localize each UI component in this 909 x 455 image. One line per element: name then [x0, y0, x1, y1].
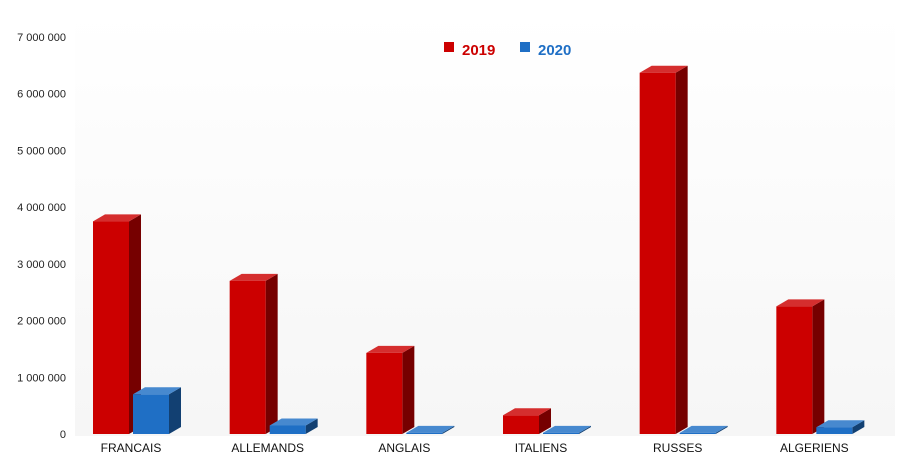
y-tick-label: 7 000 000 [17, 32, 66, 44]
legend-item: 2020 [520, 42, 571, 59]
bar-top [133, 387, 181, 395]
bar-side [305, 418, 318, 434]
bar [366, 345, 415, 434]
bar-side [169, 387, 181, 434]
bar-side [402, 345, 415, 434]
bar-front [93, 221, 129, 434]
y-tick-label: 2 000 000 [17, 316, 66, 328]
bar-side [715, 425, 728, 434]
bar-front [269, 425, 306, 434]
bar [816, 420, 865, 434]
bar [776, 299, 825, 434]
bar-side [129, 214, 141, 434]
legend-label: 2020 [538, 42, 571, 59]
bar-side [812, 299, 825, 434]
x-tick-label: RUSSES [653, 441, 702, 455]
bar-front [503, 415, 539, 434]
bar-front [776, 306, 813, 434]
bar-front [133, 394, 169, 434]
bar-front [229, 280, 266, 434]
bar-front [639, 72, 676, 434]
bar-group [93, 214, 181, 434]
y-tick-label: 4 000 000 [17, 202, 66, 214]
bar-group [639, 65, 728, 434]
bar-top [503, 408, 551, 416]
bar-group [503, 408, 591, 434]
legend-item: 2019 [444, 42, 495, 59]
bar-side [442, 425, 455, 434]
bar-side [852, 420, 865, 434]
bar-front [679, 432, 716, 434]
bar-group [776, 299, 865, 434]
x-tick-label: ITALIENS [515, 441, 567, 455]
bar-top [229, 273, 278, 281]
legend-swatch [520, 42, 530, 52]
bar-top [816, 420, 865, 428]
bar [133, 387, 181, 434]
y-tick-label: 5 000 000 [17, 145, 66, 157]
bar-side [265, 273, 278, 434]
x-axis: FRANCAIS ALLEMANDS ANGLAIS ITALIENS RUSSES AL… [101, 441, 849, 455]
bar [269, 418, 318, 434]
bar-group [366, 345, 455, 434]
y-tick-label: 3 000 000 [17, 259, 66, 271]
bar [229, 273, 278, 434]
bar [503, 408, 551, 434]
y-tick-label: 6 000 000 [17, 89, 66, 101]
y-axis: 0 1 000 000 2 000 000 3 000 000 4 000 000 5 0… [17, 32, 66, 441]
bar-front [366, 352, 403, 434]
plot-area [75, 12, 895, 436]
bar-side [539, 408, 551, 434]
bar-group [229, 273, 318, 434]
x-tick-label: ALLEMANDS [231, 441, 304, 455]
bar-top [93, 214, 141, 222]
x-tick-label: FRANCAIS [101, 441, 162, 455]
bar-side [675, 65, 688, 434]
bar-top [406, 425, 455, 433]
bar [406, 425, 455, 434]
bar [93, 214, 141, 434]
y-tick-label: 0 [60, 429, 66, 441]
x-tick-label: ANGLAIS [378, 441, 430, 455]
bar [639, 65, 688, 434]
bar-top [679, 425, 728, 433]
bar-front [543, 432, 579, 434]
bar-side [579, 425, 591, 434]
legend-swatch [444, 42, 454, 52]
legend-label: 2019 [462, 42, 495, 59]
bar-front [816, 427, 853, 434]
bar-top [776, 299, 825, 307]
bar-top [269, 418, 318, 426]
bars [93, 65, 865, 434]
bar-top [366, 345, 415, 353]
bar-front [406, 432, 443, 434]
legend: 2019 2020 [444, 42, 571, 59]
x-tick-label: ALGERIENS [780, 441, 849, 455]
y-tick-label: 1 000 000 [17, 372, 66, 384]
bar [543, 425, 591, 434]
bar [679, 425, 728, 434]
bar-top [543, 425, 591, 433]
bar-top [639, 65, 688, 73]
